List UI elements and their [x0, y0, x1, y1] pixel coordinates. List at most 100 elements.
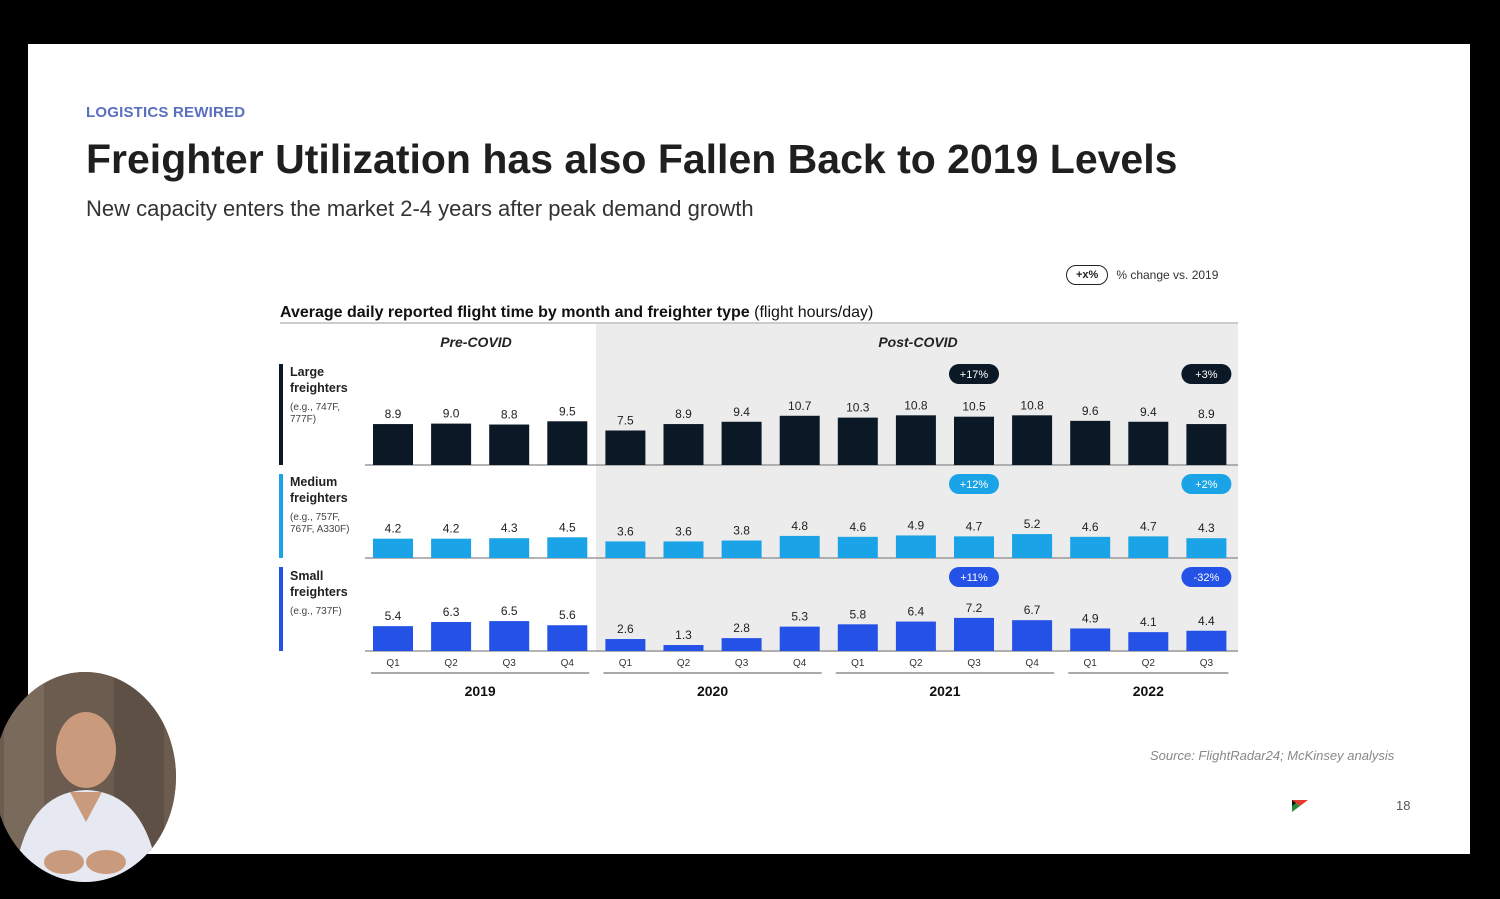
- large-freighters-bar: [954, 416, 994, 465]
- slide-kicker: LOGISTICS REWIRED: [86, 104, 246, 121]
- medium-freighters-example-2: 767F, A330F): [290, 524, 349, 535]
- year-label: 2021: [929, 683, 960, 699]
- large-freighters-value-label: 9.4: [733, 405, 750, 419]
- large-freighters-example-1: (e.g., 747F,: [290, 402, 340, 413]
- medium-freighters-value-label: 4.3: [501, 521, 518, 535]
- small-freighters-value-label: 2.6: [617, 622, 634, 636]
- large-freighters-bar: [1186, 424, 1227, 465]
- year-label: 2019: [465, 683, 496, 699]
- medium-freighters-example-1: (e.g., 757F,: [290, 512, 340, 523]
- medium-freighters-value-label: 4.5: [559, 520, 576, 534]
- small-freighters-value-label: 5.8: [849, 607, 866, 621]
- quarter-tick-label: Q2: [909, 658, 923, 669]
- medium-freighters-value-label: 4.7: [966, 519, 983, 533]
- large-freighters-value-label: 10.8: [904, 398, 928, 412]
- medium-freighters-value-label: 4.2: [385, 522, 402, 536]
- large-freighters-bar: [1128, 421, 1169, 465]
- small-freighters-value-label: 5.4: [385, 609, 402, 623]
- medium-freighters-bar: [1128, 536, 1169, 558]
- medium-freighters-name-line2: freighters: [290, 491, 348, 505]
- medium-freighters-change-pill: [1181, 474, 1232, 494]
- brand-logo-icon: [1292, 800, 1308, 812]
- year-label: 2020: [697, 683, 728, 699]
- small-freighters-bar: [721, 638, 762, 651]
- large-freighters-name-line2: freighters: [290, 381, 348, 395]
- small-freighters-bar: [489, 621, 530, 651]
- medium-freighters-bar: [895, 535, 936, 558]
- medium-freighters-value-label: 3.8: [733, 524, 750, 538]
- medium-freighters-value-label: 3.6: [675, 524, 692, 538]
- medium-freighters-bar: [605, 541, 646, 558]
- small-freighters-change-pill: [1181, 567, 1232, 587]
- small-freighters-value-label: 2.8: [733, 621, 750, 635]
- large-freighters-example-2: 777F): [290, 414, 316, 425]
- small-freighters-change-label: +11%: [960, 572, 988, 584]
- small-freighters-change-label: -32%: [1194, 572, 1220, 584]
- large-freighters-bar: [663, 424, 704, 465]
- small-freighters-value-label: 6.7: [1024, 603, 1041, 617]
- quarter-tick-label: Q3: [967, 658, 981, 669]
- large-freighters-change-pill: [949, 364, 999, 384]
- medium-freighters-value-label: 4.3: [1198, 521, 1215, 535]
- quarter-tick-label: Q2: [677, 658, 691, 669]
- large-freighters-bar: [895, 415, 936, 465]
- medium-freighters-bar: [1186, 538, 1227, 558]
- small-freighters-value-label: 4.4: [1198, 614, 1215, 628]
- small-freighters-bar: [837, 624, 878, 651]
- presenter-webcam: [0, 672, 176, 882]
- medium-freighters-bar: [489, 538, 530, 558]
- small-freighters-bar: [954, 617, 994, 651]
- large-freighters-bar: [721, 421, 762, 465]
- large-freighters-change-pill: [1181, 364, 1232, 384]
- medium-freighters-marker: [279, 474, 283, 558]
- large-freighters-bar: [547, 421, 588, 465]
- large-freighters-value-label: 8.9: [385, 407, 402, 421]
- quarter-tick-label: Q1: [1084, 658, 1098, 669]
- medium-freighters-bar: [663, 541, 704, 558]
- source-note: Source: FlightRadar24; McKinsey analysis: [1150, 748, 1395, 763]
- small-freighters-bar: [895, 621, 936, 651]
- change-legend: +x% % change vs. 2019: [1066, 265, 1218, 285]
- large-freighters-value-label: 10.7: [788, 399, 812, 413]
- medium-freighters-bar: [779, 535, 820, 558]
- small-freighters-marker: [279, 567, 283, 651]
- quarter-tick-label: Q4: [1025, 658, 1039, 669]
- small-freighters-value-label: 6.5: [501, 604, 518, 618]
- small-freighters-bar: [663, 645, 704, 651]
- small-freighters-example-1: (e.g., 737F): [290, 606, 342, 617]
- small-freighters-name-line1: Small: [290, 569, 323, 583]
- large-freighters-value-label: 9.0: [443, 407, 460, 421]
- legend-text: % change vs. 2019: [1116, 268, 1219, 282]
- chart-title: Average daily reported flight time by mo…: [280, 304, 873, 321]
- medium-freighters-change-label: +12%: [960, 479, 989, 491]
- small-freighters-bar: [1128, 632, 1169, 651]
- quarter-tick-label: Q4: [793, 658, 807, 669]
- medium-freighters-value-label: 5.2: [1024, 517, 1041, 531]
- medium-freighters-value-label: 4.7: [1140, 519, 1157, 533]
- large-freighters-marker: [279, 364, 283, 465]
- medium-freighters-value-label: 4.8: [791, 519, 808, 533]
- large-freighters-bar: [605, 430, 646, 465]
- period-label-post-covid: Post-COVID: [878, 334, 957, 350]
- large-freighters-value-label: 10.3: [846, 401, 870, 415]
- large-freighters-change-label: +3%: [1195, 369, 1218, 381]
- slide-subtitle: New capacity enters the market 2-4 years…: [86, 196, 754, 221]
- quarter-tick-label: Q3: [735, 658, 749, 669]
- large-freighters-value-label: 9.6: [1082, 404, 1099, 418]
- large-freighters-value-label: 10.8: [1020, 398, 1044, 412]
- quarter-tick-label: Q2: [444, 658, 458, 669]
- large-freighters-bar: [779, 415, 820, 465]
- small-freighters-bar: [373, 626, 413, 651]
- medium-freighters-value-label: 4.6: [1082, 520, 1099, 534]
- quarter-tick-label: Q1: [851, 658, 865, 669]
- period-label-pre-covid: Pre-COVID: [440, 334, 512, 350]
- small-freighters-value-label: 5.6: [559, 608, 576, 622]
- medium-freighters-name-line1: Medium: [290, 475, 337, 489]
- medium-freighters-bar: [721, 540, 762, 558]
- medium-freighters-bar: [837, 536, 878, 558]
- small-freighters-bar: [1186, 630, 1227, 651]
- medium-freighters-change-pill: [949, 474, 999, 494]
- medium-freighters-bar: [1012, 534, 1053, 558]
- medium-freighters-value-label: 4.2: [443, 522, 460, 536]
- page-number: 18: [1396, 798, 1411, 813]
